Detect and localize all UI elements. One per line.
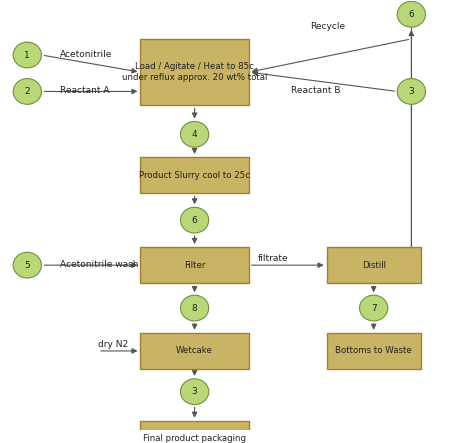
Text: Acetonitrile: Acetonitrile: [60, 50, 113, 58]
Text: 3: 3: [409, 87, 414, 96]
FancyBboxPatch shape: [140, 157, 249, 193]
Text: Acetonitrile wash: Acetonitrile wash: [60, 260, 139, 269]
Text: Bottoms to Waste: Bottoms to Waste: [335, 346, 412, 355]
Text: Reactant A: Reactant A: [60, 86, 110, 95]
Circle shape: [181, 207, 209, 233]
Text: 5: 5: [25, 260, 30, 270]
Text: 7: 7: [371, 303, 376, 313]
Text: dry N2: dry N2: [98, 340, 128, 349]
Text: Load / Agitate / Heat to 85c
under reflux approx. 20 wt% total: Load / Agitate / Heat to 85c under reflu…: [122, 62, 267, 82]
FancyBboxPatch shape: [327, 247, 421, 284]
Text: Distill: Distill: [362, 260, 386, 270]
Circle shape: [181, 379, 209, 404]
Text: Wetcake: Wetcake: [176, 346, 213, 355]
Text: Final product packaging: Final product packaging: [143, 435, 246, 443]
Circle shape: [359, 295, 388, 321]
Circle shape: [13, 42, 41, 68]
Text: Recycle: Recycle: [310, 22, 346, 31]
FancyBboxPatch shape: [327, 333, 421, 369]
FancyBboxPatch shape: [140, 247, 249, 284]
Circle shape: [13, 253, 41, 278]
Text: 6: 6: [191, 216, 198, 225]
Circle shape: [397, 78, 426, 104]
Circle shape: [181, 121, 209, 147]
Text: Reactant B: Reactant B: [291, 86, 341, 95]
Circle shape: [13, 78, 41, 104]
FancyBboxPatch shape: [140, 333, 249, 369]
Circle shape: [397, 1, 426, 27]
FancyBboxPatch shape: [140, 421, 249, 443]
FancyBboxPatch shape: [140, 39, 249, 105]
Text: Product Slurry cool to 25c: Product Slurry cool to 25c: [139, 171, 250, 179]
Text: filtrate: filtrate: [258, 254, 289, 263]
Circle shape: [181, 295, 209, 321]
Text: 4: 4: [192, 130, 197, 139]
Text: 3: 3: [191, 387, 198, 396]
Text: 6: 6: [409, 10, 414, 19]
Text: 2: 2: [25, 87, 30, 96]
Text: 1: 1: [25, 51, 30, 59]
Text: Filter: Filter: [184, 260, 205, 270]
Text: 8: 8: [191, 303, 198, 313]
